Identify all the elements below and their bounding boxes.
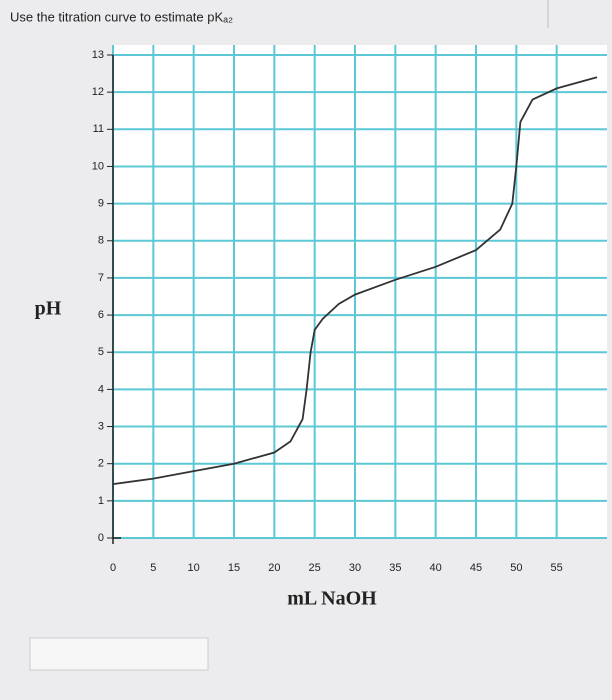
- x-tick-label: 20: [268, 562, 280, 574]
- y-tick-label: 6: [98, 309, 104, 321]
- y-tick-label: 13: [92, 49, 104, 61]
- y-tick-label: 8: [98, 235, 104, 247]
- y-tick-label: 3: [98, 420, 104, 432]
- answer-input[interactable]: [29, 637, 209, 671]
- question-text: Use the titration curve to estimate pKₐ₂: [10, 9, 233, 24]
- y-tick-label: 7: [98, 272, 104, 284]
- x-tick-label: 5: [150, 562, 156, 574]
- x-tick-label: 15: [228, 562, 240, 574]
- x-tick-label: 10: [188, 562, 200, 574]
- x-tick-label: 30: [349, 562, 361, 574]
- y-tick-label: 12: [92, 86, 104, 98]
- y-tick-label: 10: [92, 160, 104, 172]
- plot-area: [113, 45, 607, 538]
- x-tick-label: 35: [389, 562, 401, 574]
- x-tick-label: 50: [510, 562, 522, 574]
- x-axis-label: mL NaOH: [287, 588, 377, 610]
- x-tick-label: 45: [470, 562, 482, 574]
- y-tick-label: 0: [98, 532, 104, 544]
- x-tick-label: 55: [551, 562, 563, 574]
- y-tick-label: 5: [98, 346, 104, 358]
- y-tick-label: 2: [98, 458, 104, 470]
- x-tick-label: 25: [309, 562, 321, 574]
- y-axis-label: pH: [35, 298, 62, 320]
- x-tick-label: 0: [110, 562, 116, 574]
- y-tick-label: 1: [98, 495, 104, 507]
- x-tick-label: 40: [430, 562, 442, 574]
- y-tick-label: 9: [98, 198, 104, 210]
- y-tick-label: 4: [98, 383, 104, 395]
- y-tick-label: 11: [93, 123, 104, 135]
- titration-curve: [112, 76, 598, 485]
